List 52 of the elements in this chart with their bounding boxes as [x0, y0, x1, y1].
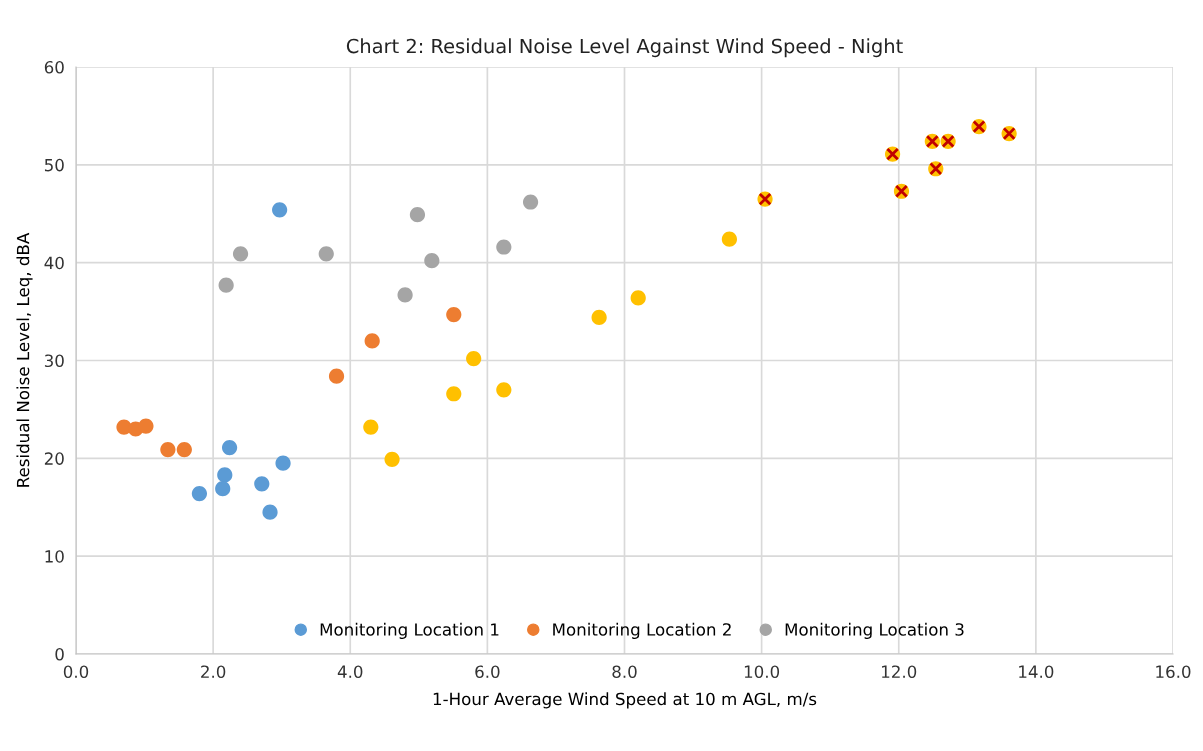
legend-label: Monitoring Location 2 [553, 622, 731, 639]
point [221, 439, 238, 456]
y-tick-label: 0 [55, 647, 64, 661]
point [191, 485, 208, 502]
y-tick-label: 40 [44, 256, 64, 270]
point [364, 333, 380, 349]
point [496, 239, 512, 255]
point [176, 441, 192, 458]
y-tick-label: 10 [45, 550, 64, 563]
point [328, 368, 345, 384]
x-tick-label: 8.0 [612, 665, 637, 679]
y-tick-label: 20 [44, 452, 64, 465]
x-tick-label: 12.0 [882, 665, 917, 679]
y-tick-label: 50 [44, 158, 64, 172]
legend-label: Monitoring Location 1 [320, 622, 499, 639]
chart-title: Chart 2: Residual Noise Level Against Wind Speed - Night [346, 38, 903, 58]
point [272, 202, 288, 218]
x-tick-label: 4.0 [337, 665, 363, 679]
point [262, 504, 278, 520]
point [397, 287, 413, 303]
point [466, 350, 482, 367]
point [630, 290, 646, 306]
x-tick-label: 6.0 [475, 665, 500, 679]
point [496, 382, 512, 398]
point [254, 476, 270, 492]
x-tick-label: 14.0 [1019, 665, 1054, 679]
point [591, 309, 607, 326]
point [318, 246, 334, 262]
x-tick-label: 16.0 [1156, 665, 1191, 679]
point [215, 481, 231, 497]
point [409, 207, 426, 223]
point [384, 451, 400, 467]
point [446, 386, 462, 402]
y-axis-title: Residual Noise Level, Leq, dBA [16, 232, 33, 487]
point [446, 306, 462, 323]
point [424, 253, 440, 269]
point [275, 455, 291, 471]
point [218, 277, 234, 293]
x-tick-label: 0.0 [63, 665, 89, 679]
point [138, 418, 154, 434]
point [160, 441, 176, 458]
y-tick-label: 60 [44, 60, 64, 74]
x-tick-label: 10.0 [744, 665, 780, 679]
y-tick-label: 30 [44, 354, 64, 368]
point [522, 194, 539, 210]
point [363, 419, 379, 435]
point [217, 467, 233, 483]
point [721, 231, 738, 247]
x-tick-label: 2.0 [201, 665, 226, 679]
legend-label: Monitoring Location 3 [785, 622, 964, 639]
x-axis-title: 1-Hour Average Wind Speed at 10 m AGL, m/s [433, 692, 817, 709]
point [232, 246, 249, 262]
